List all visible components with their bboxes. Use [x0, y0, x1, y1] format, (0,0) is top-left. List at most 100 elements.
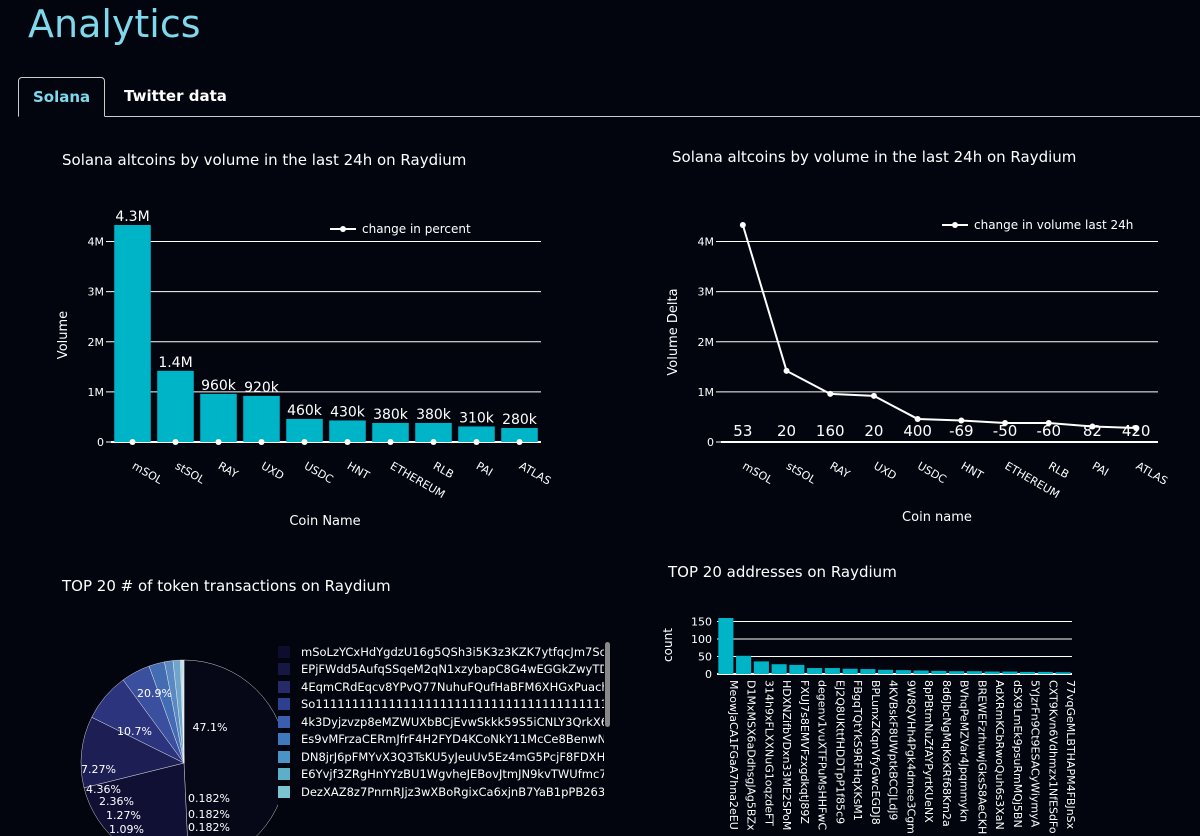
legend-item[interactable]: So11111111111111111111111111111111111111…: [278, 696, 604, 714]
series-point: [870, 392, 877, 399]
x-tick-label: 4KVBskF8UWptkBCCJLdj9: [887, 680, 900, 820]
addresses-chart-title: TOP 20 addresses on Raydium: [668, 563, 897, 581]
x-tick-label: FBgqTQtYkS9RFHqXKsM1: [851, 680, 864, 821]
page-title: Analytics: [28, 2, 201, 46]
y-axis-label: Volume: [56, 311, 71, 359]
legend-item[interactable]: E6Yvjf3ZRgHnYYzBU1WgvheJEBovJtmJN9kvTWUf…: [278, 766, 604, 784]
legend-label: DN8jrJ6pFMYvX3Q3TsKU5yJeuUv5Ez4mG5PcjF8F…: [301, 749, 604, 764]
x-tick-label: BREWEFzrhuwjGksS8AeCKH: [975, 680, 988, 834]
y-tick-label: 150: [691, 616, 712, 629]
legend-swatch: [278, 750, 290, 763]
bar: [1020, 671, 1036, 674]
pie-legend[interactable]: mSoLzYCxHdYgdzU16g5QSh3i5K3z3KZK7ytfqcJm…: [278, 643, 604, 813]
x-tick-label: FXUJ7s8EMVFzxgdkqtJ89Z: [798, 680, 811, 824]
x-tick-label: ATLAS: [1134, 459, 1170, 487]
x-tick-label: HDXNZifbVDxn33ME2SPoM: [780, 680, 793, 830]
legend-item[interactable]: 4EqmCRdEqcv8YPvQ77NuhuFQufHaBFM6XHGxPuac…: [278, 678, 604, 696]
legend-item[interactable]: EPjFWdd5AufqSSqeM2qN1xzybapC8G4wEGGkZwyT…: [278, 661, 604, 679]
x-tick-label: mSOL: [130, 459, 165, 487]
legend-swatch: [278, 715, 290, 728]
change-percent-point: [129, 439, 136, 445]
x-tick-label: CXT9Kvn6Vdhmzx1NfESdFo: [1046, 680, 1059, 834]
x-tick-label: 8pPBtmNuZfAYPyrtKUeNX: [922, 680, 935, 823]
x-tick-label: dSX9LmEk9psuRmMQj5BN: [1011, 680, 1024, 828]
y-axis-label: Volume Delta: [666, 288, 681, 375]
change-percent-point: [172, 439, 179, 445]
point-data-label: -69: [949, 422, 974, 440]
x-tick-label: 77vqGeMLBTHAPM4FBJnSx: [1064, 680, 1077, 830]
bar: [329, 420, 366, 442]
point-data-label: -50: [993, 422, 1018, 440]
point-data-label: 400: [903, 422, 932, 440]
pie-slice-label: 0.182%: [188, 808, 230, 821]
x-tick-label: RAY: [828, 459, 853, 481]
pie-slice: [83, 762, 188, 836]
point-data-label: 53: [733, 422, 752, 440]
x-tick-label: 314h9xFLXXNuG1oqzdeFT: [762, 680, 775, 826]
legend-item[interactable]: mSoLzYCxHdYgdzU16g5QSh3i5K3z3KZK7ytfqcJm…: [278, 643, 604, 661]
y-tick-label: 4M: [88, 236, 105, 249]
bar: [114, 225, 151, 442]
pie-slice-label: 47.1%: [193, 721, 228, 734]
x-tick-label: BVhqPeMZVar4Jpqmmykn: [958, 680, 971, 822]
legend-item[interactable]: 4k3Dyjzvzp8eMZWUXbBCjEvwSkkk59S5iCNLY3Qr…: [278, 713, 604, 731]
pie-slice-label: 0.182%: [188, 792, 230, 805]
pie-slice-label: 4.36%: [86, 783, 121, 796]
x-tick-label: 8d6JbcNgMqKoKRf68Km2a: [940, 680, 953, 827]
bar-data-label: 960k: [201, 378, 237, 394]
change-percent-point: [301, 439, 308, 445]
series-point: [958, 417, 965, 424]
x-tick-label: PAI: [474, 459, 495, 479]
bar: [860, 669, 876, 674]
bar: [789, 664, 805, 674]
x-axis-label: Coin name: [902, 510, 972, 525]
x-tick-label: EJ2Q8UKttfHDDTpP1f85c9: [833, 680, 846, 824]
legend-label: So11111111111111111111111111111111111111…: [301, 697, 604, 712]
legend-swatch: [278, 645, 290, 658]
bar-data-label: 280k: [502, 412, 538, 428]
series-point: [1002, 419, 1009, 426]
pie-slice: [80, 716, 185, 789]
legend-scrollbar[interactable]: [605, 642, 610, 727]
series-point: [827, 390, 834, 397]
y-axis-label: count: [661, 628, 675, 662]
y-tick-label: 2M: [88, 336, 105, 349]
legend-swatch: [278, 663, 290, 676]
legend-item[interactable]: DN8jrJ6pFMYvX3Q3TsKU5yJeuUv5Ez4mG5PcjF8F…: [278, 748, 604, 766]
x-tick-label: PAI: [1090, 459, 1111, 479]
pie-slice-label: 1.27%: [106, 809, 141, 822]
bar: [824, 668, 840, 674]
legend-item[interactable]: Es9vMFrzaCERmJfrF4H2FYD4KCoNkY11McCe8Ben…: [278, 731, 604, 749]
legend-item[interactable]: DezXAZ8z7PnrnRJjz3wXBoRgixCa6xjnB7YaB1pP…: [278, 783, 604, 801]
bar: [949, 671, 965, 674]
bar-data-label: 920k: [244, 380, 280, 396]
y-tick-label: 3M: [88, 286, 105, 299]
bar: [913, 670, 929, 674]
x-tick-label: HNT: [345, 459, 372, 482]
series-point: [914, 415, 921, 422]
change-percent-point: [387, 439, 394, 445]
bar-data-label: 460k: [287, 403, 323, 419]
x-tick-label: D1MxMSX6aDdhsgJAg5BZx: [745, 680, 758, 831]
point-data-label: 160: [816, 422, 845, 440]
x-tick-label: BPLunxZKqnVfyGwcEGDJ8: [869, 680, 882, 825]
tab-twitter-data[interactable]: Twitter data: [124, 87, 227, 105]
bar: [501, 427, 538, 442]
pie-slice-label: 7.27%: [81, 763, 116, 776]
y-tick-label: 0: [97, 436, 104, 449]
series-point: [783, 367, 790, 374]
bar-data-label: 380k: [373, 407, 409, 423]
y-tick-label: 2M: [698, 336, 715, 349]
x-tick-label: AdXRmKCbRwoQuh6s3XaN: [993, 680, 1006, 830]
legend-label: EPjFWdd5AufqSSqeM2qN1xzybapC8G4wEGGkZwyT…: [301, 662, 604, 677]
point-data-label: 20: [864, 422, 883, 440]
x-tick-label: USDC: [915, 459, 949, 486]
legend-label: change in percent: [362, 222, 471, 236]
pie-slice: [182, 659, 185, 764]
volume-line-chart-title: Solana altcoins by volume in the last 24…: [672, 148, 1077, 166]
y-tick-label: 0: [705, 668, 712, 681]
tab-solana[interactable]: Solana: [18, 77, 106, 117]
bar: [415, 422, 452, 442]
legend-marker: [952, 222, 958, 228]
pie-slice-label: 1.09%: [109, 823, 144, 836]
